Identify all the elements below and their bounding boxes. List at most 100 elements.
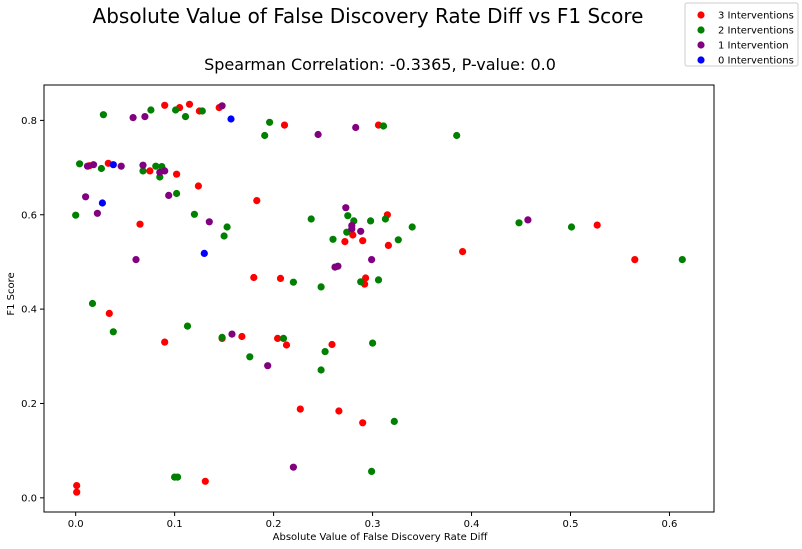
- point-series-3-0: [98, 199, 106, 207]
- point-series-1-28: [317, 283, 325, 291]
- point-series-2-3: [93, 209, 101, 217]
- point-series-2-2: [89, 161, 98, 169]
- point-series-2-6: [132, 256, 140, 264]
- x-tick-label-4: 0.4: [464, 519, 480, 530]
- point-series-3-3: [227, 115, 235, 123]
- point-series-1-29: [317, 366, 325, 374]
- point-series-0-24: [296, 405, 304, 413]
- point-series-0-6: [146, 167, 154, 175]
- point-series-2-13: [205, 218, 213, 226]
- point-series-0-28: [349, 231, 357, 239]
- x-tick-label-1: 0.1: [167, 519, 183, 530]
- point-series-2-12: [218, 102, 226, 110]
- point-series-1-41: [381, 215, 389, 223]
- point-series-3-2: [200, 249, 208, 257]
- point-series-2-16: [289, 463, 297, 471]
- point-series-2-23: [352, 123, 360, 132]
- point-series-1-16: [183, 322, 192, 330]
- point-series-1-17: [190, 210, 198, 218]
- point-series-1-3: [97, 164, 105, 173]
- point-series-1-5: [109, 328, 117, 336]
- point-series-1-6: [139, 167, 147, 175]
- point-series-1-13: [173, 189, 181, 198]
- point-series-0-32: [362, 274, 370, 282]
- point-series-0-14: [201, 477, 209, 485]
- point-series-1-1: [76, 160, 84, 168]
- point-series-1-48: [678, 256, 686, 264]
- x-tick-label-5: 0.5: [563, 519, 579, 530]
- point-series-3-1: [109, 161, 117, 169]
- point-series-0-17: [238, 332, 246, 341]
- point-series-1-44: [408, 223, 416, 231]
- point-series-1-7: [147, 106, 155, 114]
- point-series-1-36: [367, 217, 375, 225]
- point-series-2-0: [82, 193, 90, 201]
- legend-label-3: 0 Interventions: [718, 56, 794, 67]
- x-tick-label-0: 0.0: [68, 519, 84, 530]
- y-tick-label-2: 0.4: [21, 305, 37, 316]
- point-series-2-7: [139, 161, 147, 169]
- chart-suptitle: Absolute Value of False Discovery Rate D…: [93, 4, 644, 28]
- point-series-1-26: [289, 278, 297, 286]
- point-series-2-1: [83, 162, 92, 170]
- point-series-1-35: [357, 278, 365, 286]
- point-series-0-0: [73, 482, 81, 490]
- x-axis-label: Absolute Value of False Discovery Rate D…: [273, 532, 489, 543]
- point-series-2-20: [342, 204, 350, 212]
- point-series-0-21: [276, 274, 285, 282]
- point-series-1-33: [344, 212, 352, 220]
- point-series-0-36: [459, 248, 467, 256]
- point-series-1-15: [181, 113, 190, 121]
- legend-label-0: 3 Interventions: [718, 11, 794, 22]
- point-series-1-46: [515, 219, 523, 227]
- point-series-1-23: [261, 131, 269, 140]
- legend-marker-2: [697, 41, 705, 49]
- axis-ticks: 0.0 0.1 0.2 0.3 0.4 0.5 0.6 0.0 0.2 0.4 0.6 0.8: [21, 116, 677, 530]
- point-series-0-8: [161, 101, 169, 109]
- point-series-1-47: [567, 223, 576, 231]
- point-series-1-43: [394, 236, 402, 244]
- point-series-2-11: [165, 191, 173, 199]
- point-series-2-8: [141, 113, 149, 121]
- legend-label-1: 2 Interventions: [718, 26, 794, 37]
- point-series-1-20: [220, 232, 228, 240]
- point-series-1-40: [379, 122, 388, 130]
- point-series-0-23: [282, 341, 291, 349]
- point-series-0-27: [341, 238, 349, 246]
- point-series-0-7: [161, 338, 169, 346]
- point-series-0-1: [73, 488, 81, 496]
- y-tick-label-0: 0.0: [21, 493, 37, 504]
- point-series-2-14: [228, 330, 236, 338]
- point-series-2-15: [264, 362, 272, 370]
- point-series-1-37: [368, 467, 376, 475]
- point-series-1-27: [307, 215, 315, 223]
- point-series-2-26: [524, 216, 532, 224]
- legend-marker-1: [697, 26, 705, 34]
- point-series-0-11: [185, 100, 194, 108]
- point-series-1-45: [453, 131, 461, 140]
- y-tick-label-3: 0.6: [21, 210, 37, 221]
- point-series-1-25: [279, 334, 288, 342]
- point-series-1-31: [329, 235, 337, 243]
- point-series-2-17: [314, 130, 322, 139]
- plot-area-frame: [43, 84, 715, 513]
- point-series-1-24: [266, 118, 274, 126]
- point-series-2-19: [334, 262, 342, 270]
- legend-label-2: 1 Intervention: [718, 41, 789, 52]
- point-series-2-24: [357, 227, 365, 235]
- point-series-0-26: [335, 407, 343, 415]
- point-series-0-25: [328, 340, 336, 349]
- point-series-1-30: [321, 348, 329, 356]
- point-series-1-14: [174, 473, 182, 481]
- point-series-1-0: [72, 211, 80, 219]
- legend-marker-0: [697, 11, 705, 19]
- point-series-1-22: [246, 353, 254, 361]
- point-series-1-4: [99, 111, 107, 119]
- data-points: [72, 100, 686, 496]
- point-series-1-42: [390, 417, 398, 425]
- point-series-0-35: [384, 241, 392, 249]
- point-series-0-12: [194, 182, 202, 190]
- point-series-1-8: [152, 162, 160, 170]
- point-series-1-38: [369, 339, 377, 347]
